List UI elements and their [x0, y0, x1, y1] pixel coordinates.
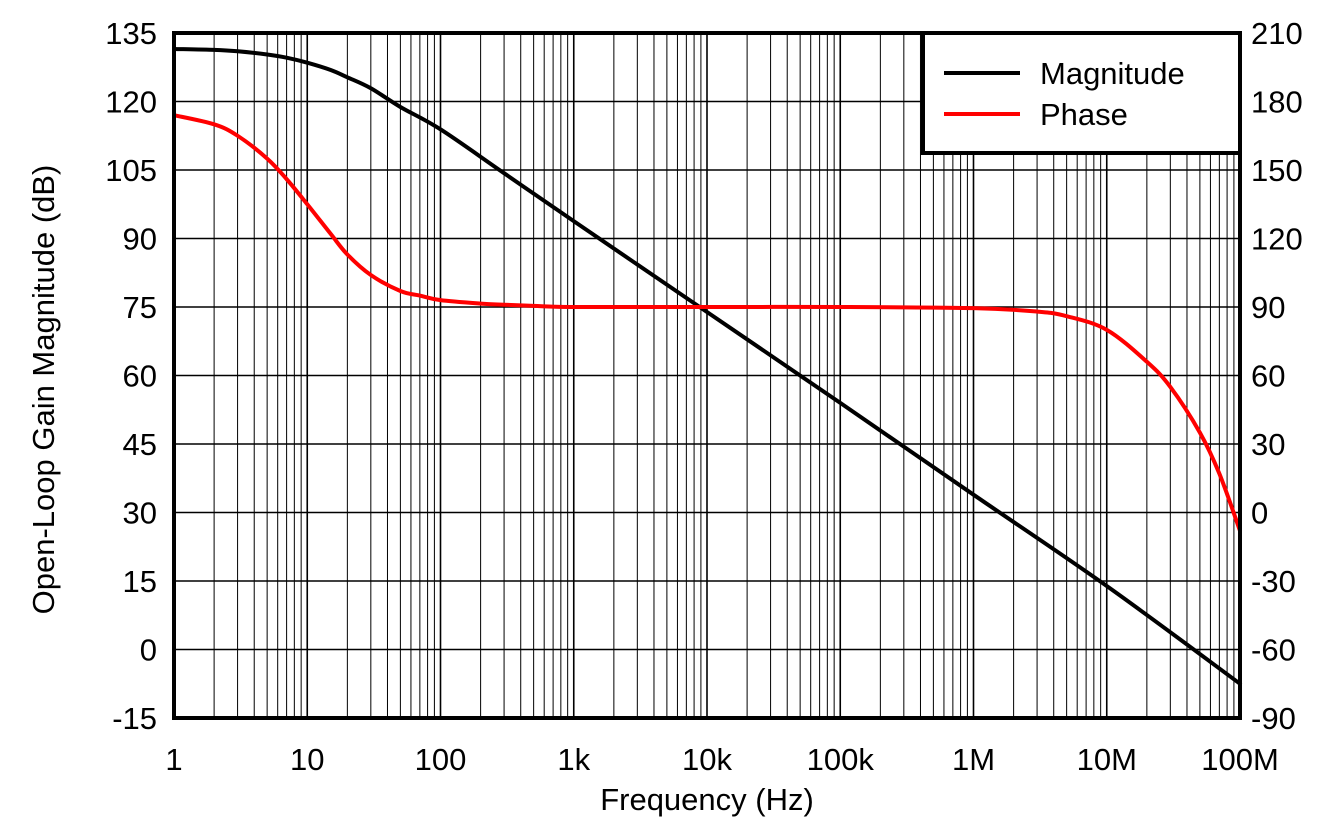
- right-tick-label: 150: [1251, 153, 1303, 188]
- left-tick-label: 120: [105, 85, 157, 120]
- left-tick-label: 45: [123, 427, 157, 462]
- x-tick-label: 10: [290, 742, 324, 777]
- x-tick-label: 100k: [807, 742, 875, 777]
- legend-box: [921, 31, 1242, 155]
- legend-label-phase: Phase: [1040, 97, 1128, 132]
- series-line-phase: [172, 113, 1242, 533]
- right-tick-label: 90: [1251, 290, 1285, 325]
- left-tick-label: 0: [140, 633, 157, 668]
- series-layer: [172, 46, 1242, 686]
- right-tick-label: 30: [1251, 427, 1285, 462]
- left-tick-label: 30: [123, 496, 157, 531]
- right-tick-label: -60: [1251, 633, 1296, 668]
- left-tick-label: 135: [105, 16, 157, 51]
- left-tick-label: 15: [123, 564, 157, 599]
- legend-label-magnitude: Magnitude: [1040, 56, 1185, 91]
- right-tick-label: 60: [1251, 359, 1285, 394]
- right-tick-label: 120: [1251, 222, 1303, 257]
- right-tick-label: -30: [1251, 564, 1296, 599]
- left-tick-label: -15: [112, 701, 157, 736]
- x-axis-tick-labels: 1 10 100 1k 10k 100k 1M 10M 100M: [165, 742, 1278, 777]
- left-tick-label: 90: [123, 222, 157, 257]
- x-tick-label: 1M: [952, 742, 995, 777]
- left-tick-label: 75: [123, 290, 157, 325]
- left-tick-label: 105: [105, 153, 157, 188]
- right-tick-label: 210: [1251, 16, 1303, 51]
- x-tick-label: 1k: [557, 742, 590, 777]
- series-line-magnitude: [172, 46, 1242, 686]
- x-tick-label: 10k: [682, 742, 732, 777]
- right-tick-label: -90: [1251, 701, 1296, 736]
- legend: Magnitude Phase: [921, 31, 1242, 155]
- left-tick-label: 60: [123, 359, 157, 394]
- y-axis-title: Open-Loop Gain Magnitude (dB): [26, 165, 61, 615]
- x-tick-label: 100M: [1201, 742, 1279, 777]
- x-tick-label: 100: [415, 742, 467, 777]
- x-axis-title: Frequency (Hz): [600, 782, 814, 817]
- left-axis-tick-labels: -15 0 15 30 45 60 75 90 105 120 135: [105, 16, 157, 736]
- x-tick-label: 1: [165, 742, 182, 777]
- plot-frame: [172, 31, 1242, 720]
- right-tick-label: 0: [1251, 496, 1268, 531]
- x-tick-label: 10M: [1077, 742, 1137, 777]
- right-axis-tick-labels: -90 -60 -30 0 30 60 90 120 150 180 210: [1251, 16, 1303, 736]
- right-tick-label: 180: [1251, 85, 1303, 120]
